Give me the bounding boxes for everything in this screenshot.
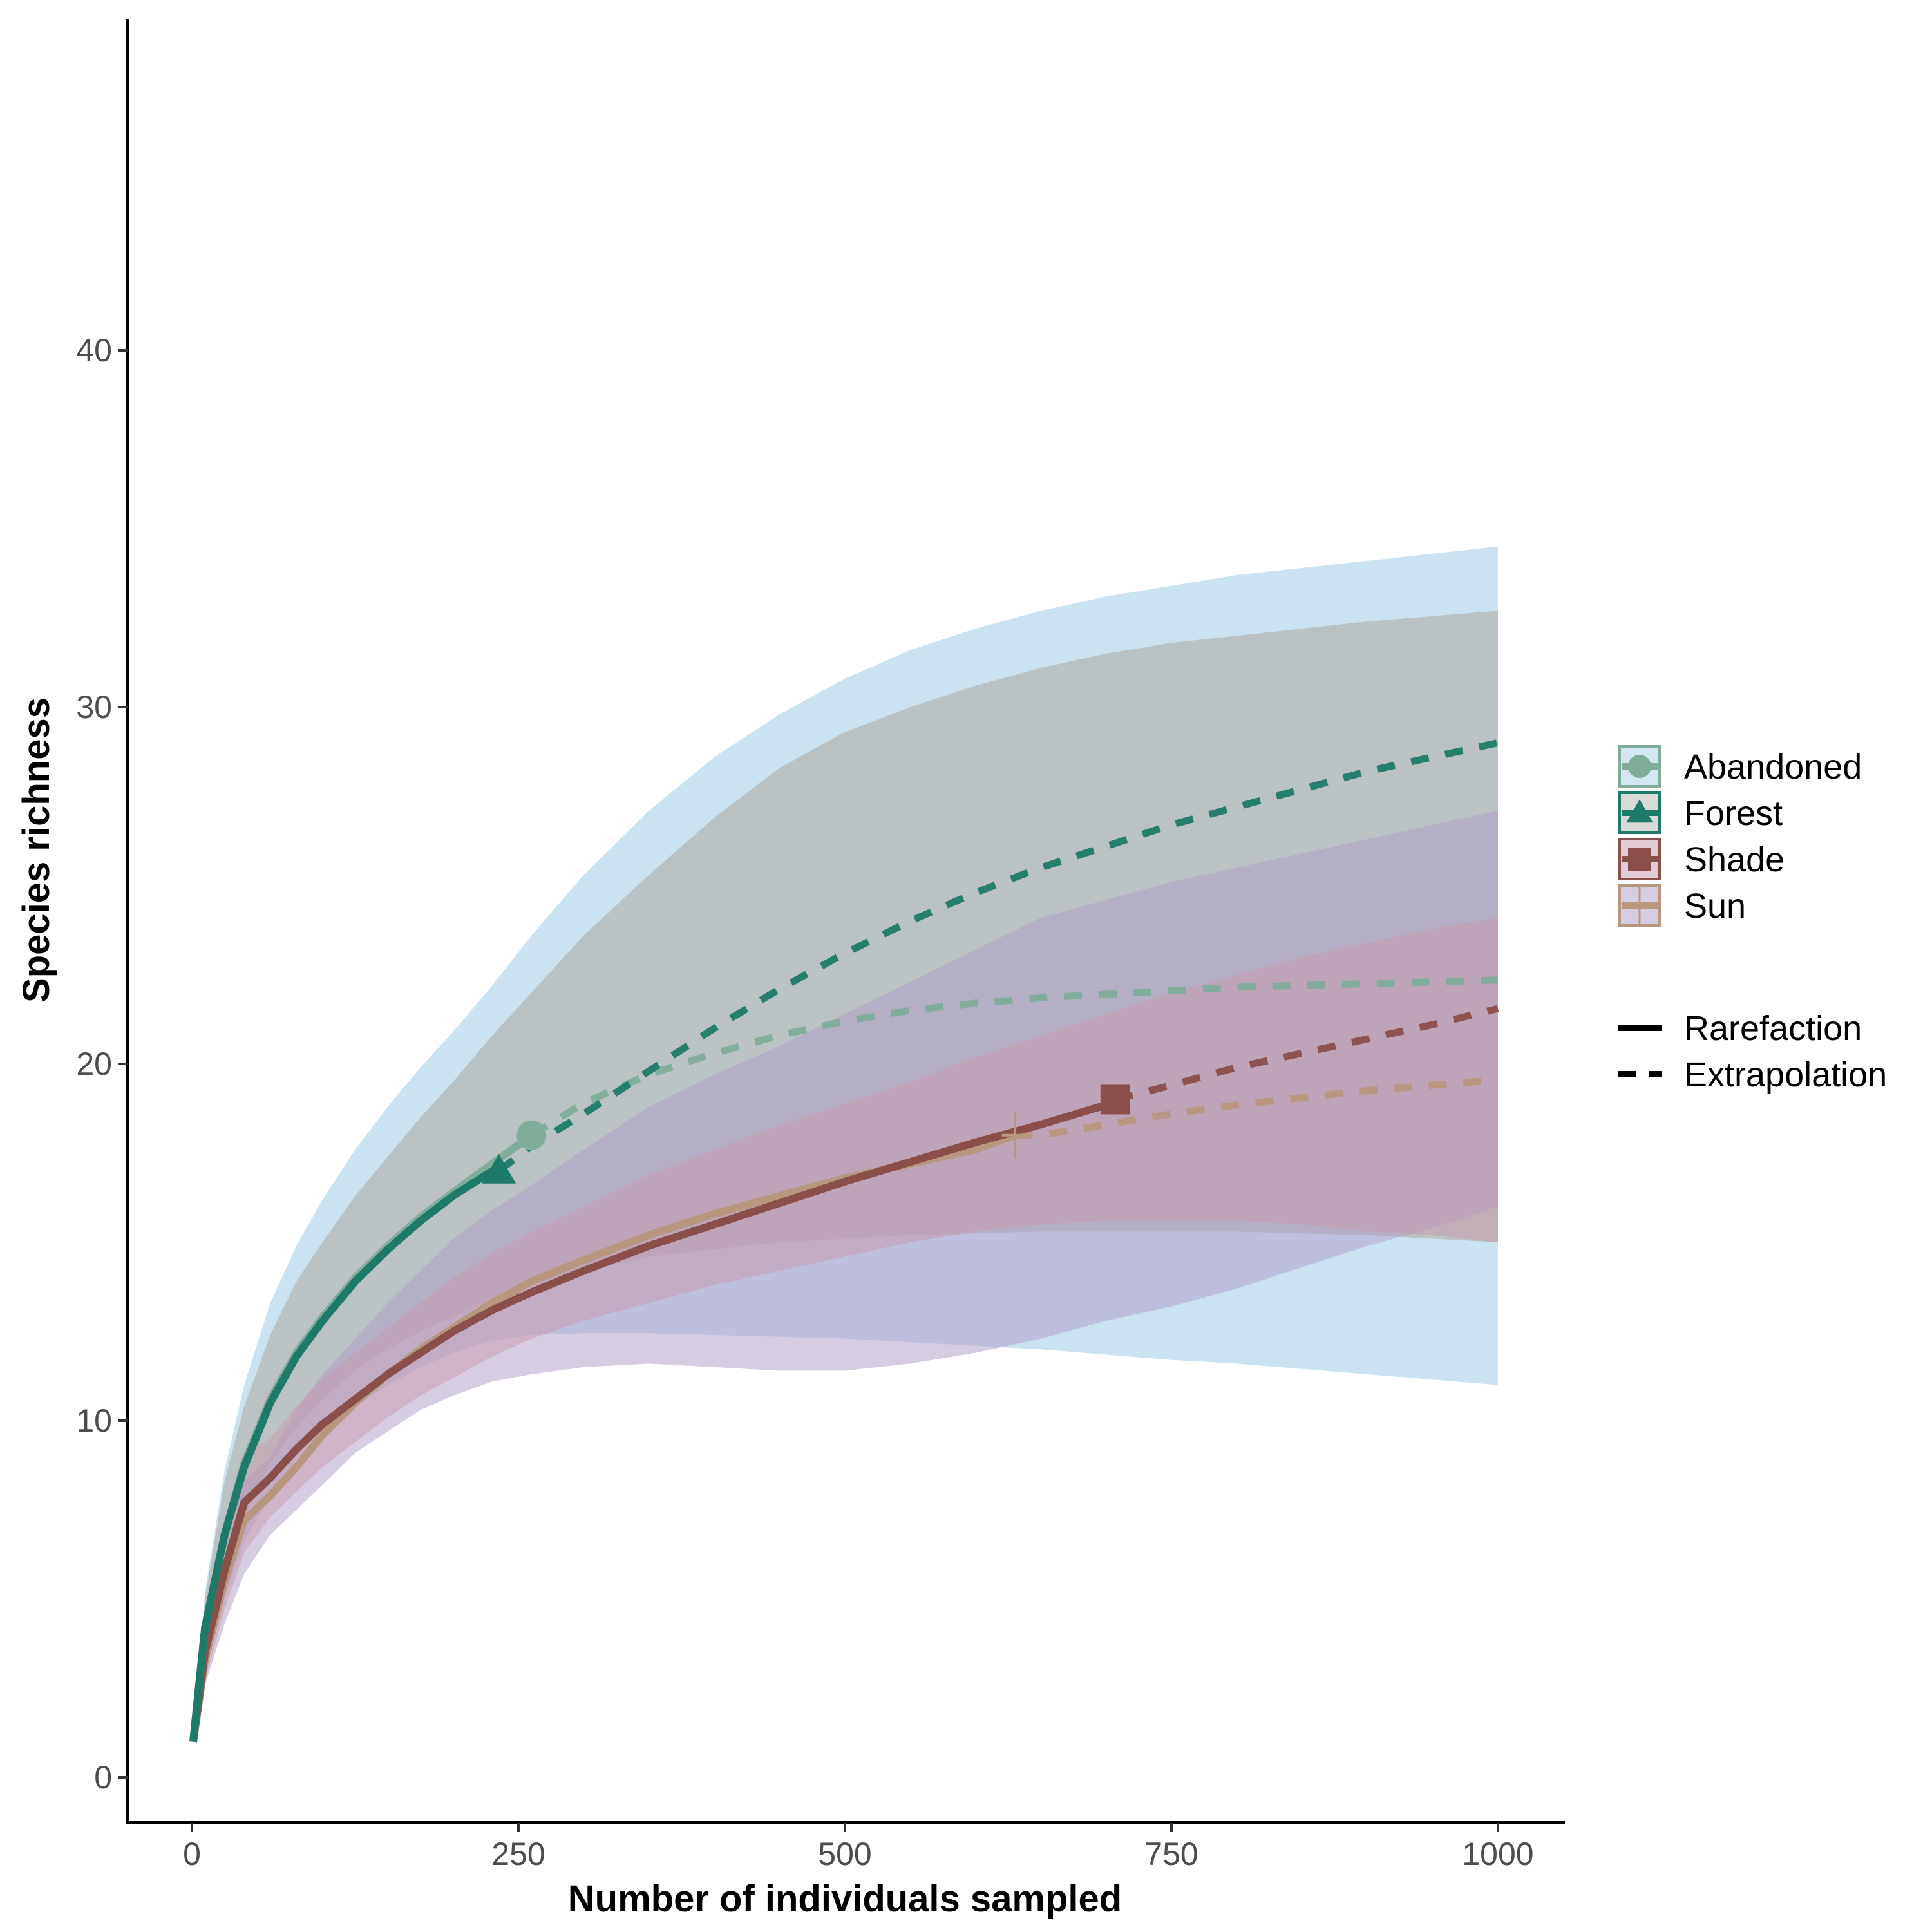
confidence-ribbons	[193, 546, 1498, 1742]
observed-marker-forest	[482, 1153, 516, 1184]
observed-marker-sun	[1001, 1112, 1028, 1159]
legend-label: Sun	[1684, 887, 1746, 925]
legend-label: Rarefaction	[1684, 1009, 1862, 1048]
observed-marker-shade	[1100, 1084, 1130, 1115]
x-axis-title: Number of individuals sampled	[568, 1878, 1122, 1920]
legend-item-sun: Sun	[1618, 884, 1746, 927]
x-tick-label: 250	[491, 1836, 545, 1872]
x-ticks: 0 250 500 750 1000	[183, 1823, 1534, 1872]
rarefaction-line-forest	[189, 1167, 499, 1743]
legend-item-forest: Forest	[1618, 791, 1783, 835]
rarefaction-line-shade	[189, 1096, 1117, 1743]
legend-item-extrapolation: Extrapolation	[1618, 1056, 1887, 1094]
legend-key-marker	[1628, 848, 1651, 871]
legend-item-shade: Shade	[1618, 837, 1785, 881]
observed-marker-abandoned	[516, 1120, 547, 1150]
legend-label: Forest	[1684, 794, 1783, 833]
y-axis: 0 10 20 30 40	[76, 19, 129, 1824]
x-tick-label: 0	[183, 1836, 201, 1872]
legend-label: Shade	[1684, 840, 1785, 879]
legend-label: Abandoned	[1684, 748, 1862, 786]
observed-markers	[482, 1084, 1130, 1184]
legend-key-marker	[1628, 884, 1651, 927]
y-tick-label: 20	[76, 1046, 112, 1082]
y-ticks: 0 10 20 30 40	[76, 332, 128, 1795]
ribbon-shade	[193, 917, 1498, 1742]
legend-key-marker	[1626, 799, 1653, 823]
y-tick-label: 30	[76, 689, 112, 725]
legend: Abandoned Forest Shade Sun Rarefaction Extrap…	[1618, 744, 1887, 1094]
x-axis: 0 250 500 750 1000	[126, 1821, 1565, 1872]
y-tick-label: 10	[76, 1403, 112, 1439]
y-tick-label: 40	[76, 332, 112, 368]
extrapolation-line-forest	[497, 739, 1499, 1174]
x-tick-label: 1000	[1462, 1836, 1533, 1872]
extrapolation-line-sun	[1014, 1076, 1499, 1139]
x-tick-label: 500	[818, 1836, 871, 1872]
legend-key-marker	[1628, 755, 1651, 778]
series-lines	[189, 739, 1499, 1743]
legend-label: Extrapolation	[1684, 1056, 1887, 1094]
extrapolation-line-shade	[1114, 1005, 1499, 1103]
x-tick-label: 750	[1144, 1836, 1198, 1872]
y-axis-title: Species richness	[15, 697, 57, 1003]
legend-item-rarefaction: Rarefaction	[1618, 1009, 1862, 1048]
legend-item-abandoned: Abandoned	[1618, 744, 1862, 788]
extrapolation-line-abandoned	[529, 976, 1499, 1139]
y-tick-label: 0	[94, 1759, 112, 1795]
